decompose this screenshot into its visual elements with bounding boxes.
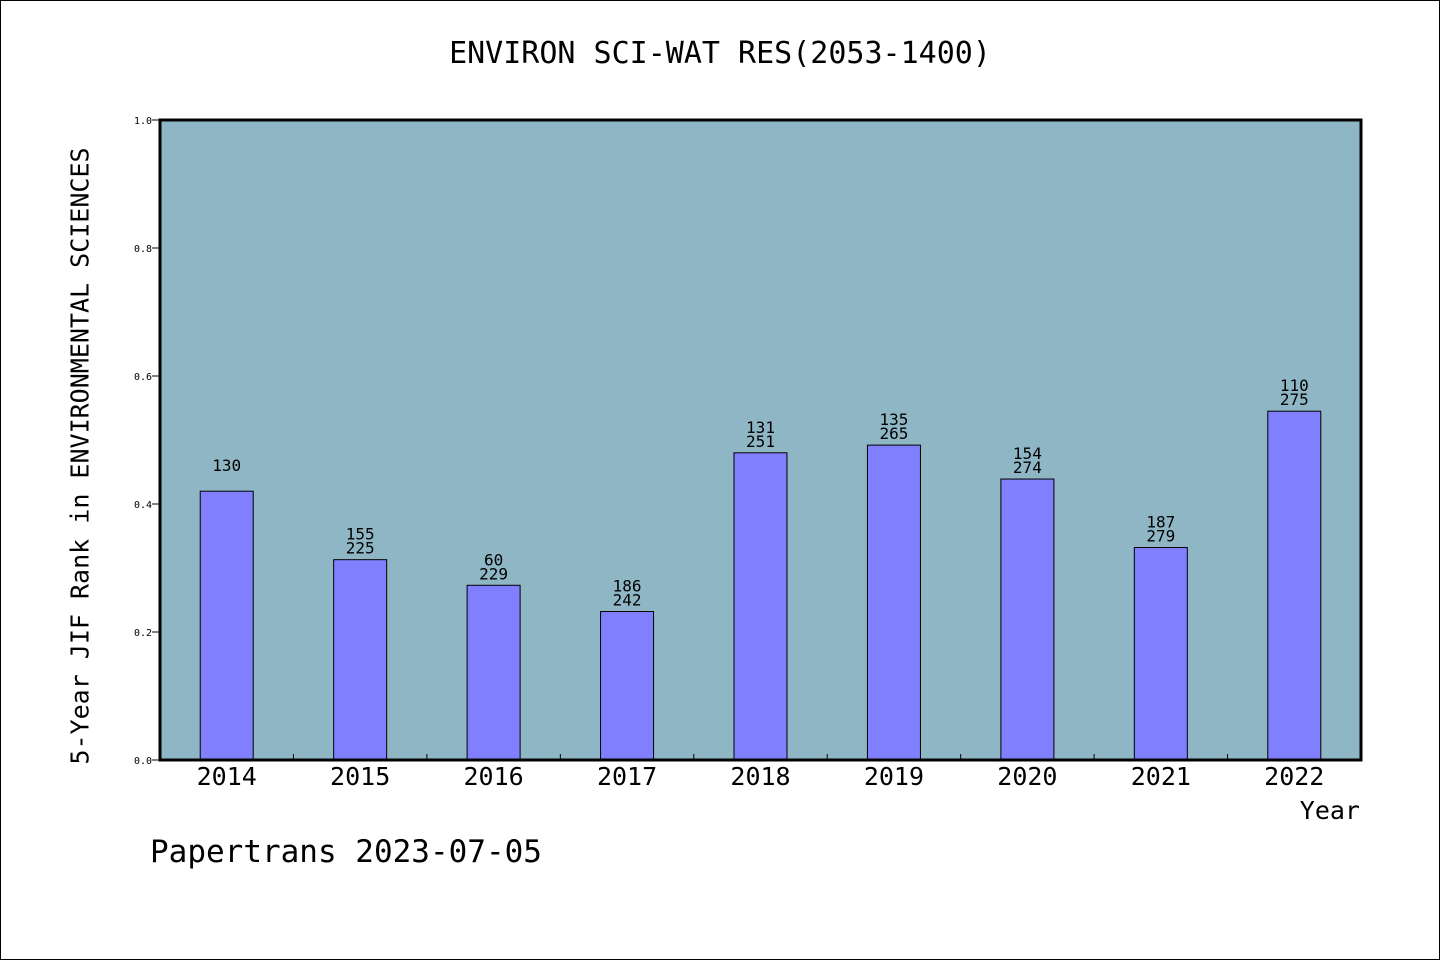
bar-2020 bbox=[1000, 478, 1055, 761]
x-tick-label-2020: 2020 bbox=[997, 762, 1057, 791]
plot-border bbox=[158, 118, 1363, 762]
y-tick-label-0: 0.0 bbox=[134, 756, 152, 767]
bar-label-2019-1: 265 bbox=[879, 424, 908, 443]
bar-label-2018-0: 131 bbox=[746, 418, 775, 437]
bar-label-2021-0: 187 bbox=[1146, 513, 1175, 532]
x-tick-label-2019: 2019 bbox=[864, 762, 924, 791]
y-tick-label-3: 0.6 bbox=[134, 372, 152, 383]
bar-label-2016-0: 60 bbox=[484, 550, 503, 569]
bar-2017 bbox=[600, 611, 655, 761]
x-tick-label-2022: 2022 bbox=[1264, 762, 1324, 791]
bar-label-2015-1: 225 bbox=[346, 539, 375, 558]
bar-2019 bbox=[866, 444, 921, 761]
bar-label-2018-1: 251 bbox=[746, 432, 775, 451]
bar-label-2017-1: 242 bbox=[613, 591, 642, 610]
y-tick-label-4: 0.8 bbox=[134, 244, 152, 255]
footer-text: Papertrans 2023-07-05 bbox=[150, 834, 542, 870]
x-tick-label-2015: 2015 bbox=[330, 762, 390, 791]
x-tick-label-2018: 2018 bbox=[730, 762, 790, 791]
x-tick-label-2016: 2016 bbox=[464, 762, 524, 791]
bar-2018 bbox=[733, 452, 788, 761]
bar-label-2017-0: 186 bbox=[613, 577, 642, 596]
bar-label-2015-0: 155 bbox=[346, 525, 375, 544]
bar-label-2022-1: 275 bbox=[1280, 390, 1309, 409]
bar-label-2014-0: 130 bbox=[212, 456, 241, 475]
bar-label-2016-1: 229 bbox=[479, 564, 508, 583]
y-tick-label-1: 0.2 bbox=[134, 628, 152, 639]
x-axis-label: Year bbox=[1299, 796, 1360, 825]
bar-label-2020-1: 274 bbox=[1013, 458, 1042, 477]
bar-2015 bbox=[333, 559, 388, 761]
y-tick-label-5: 1.0 bbox=[134, 116, 152, 127]
x-tick-label-2017: 2017 bbox=[597, 762, 657, 791]
bar-2014 bbox=[199, 490, 254, 761]
x-tick-label-2021: 2021 bbox=[1131, 762, 1191, 791]
bar-label-2022-0: 110 bbox=[1280, 376, 1309, 395]
chart-title: ENVIRON SCI-WAT RES(2053-1400) bbox=[449, 36, 991, 71]
bar-2022 bbox=[1267, 410, 1322, 761]
y-tick-label-2: 0.4 bbox=[134, 500, 152, 511]
bar-label-2020-0: 154 bbox=[1013, 444, 1042, 463]
x-tick-label-2014: 2014 bbox=[197, 762, 257, 791]
bar-label-2021-1: 279 bbox=[1146, 527, 1175, 546]
bar-2016 bbox=[466, 584, 521, 761]
bar-label-2019-0: 135 bbox=[879, 410, 908, 429]
bar-2021 bbox=[1133, 547, 1188, 761]
